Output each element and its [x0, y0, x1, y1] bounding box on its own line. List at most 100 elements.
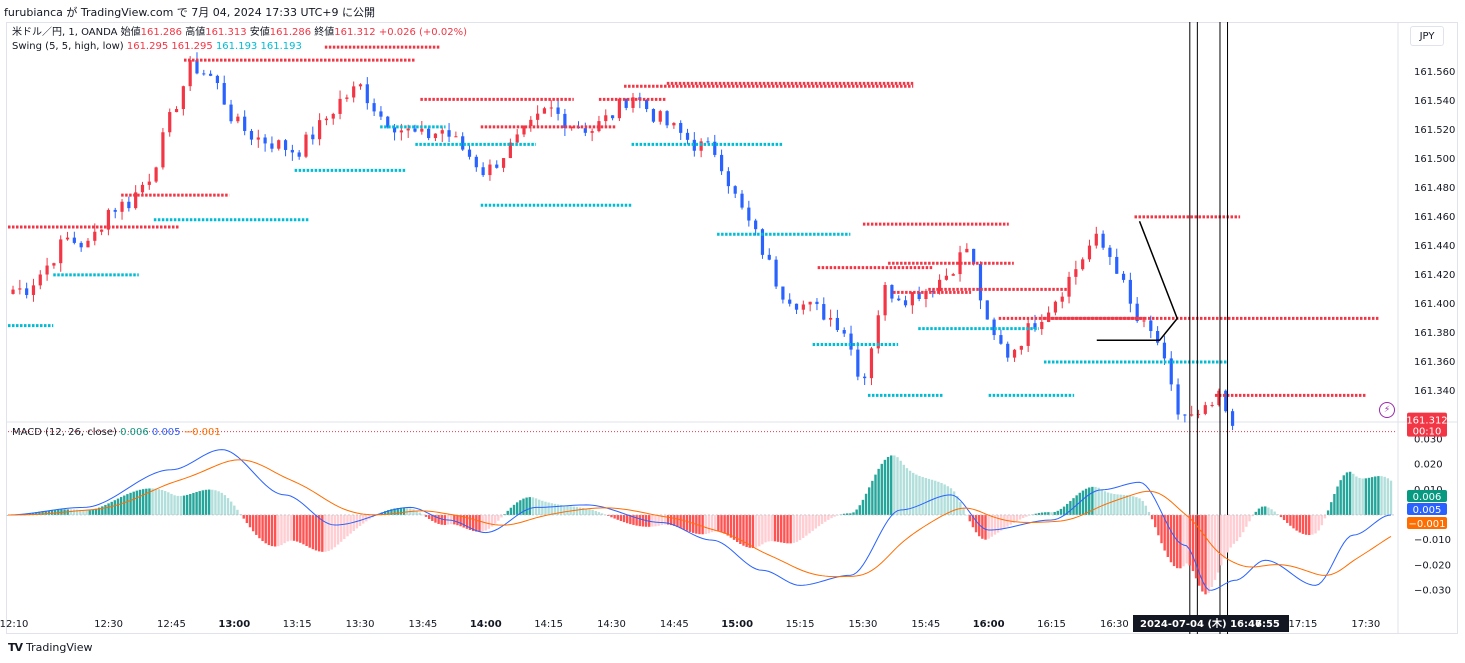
macd-histogram-bar	[896, 457, 899, 515]
macd-histogram-bar	[758, 514, 761, 547]
candle-body	[99, 229, 104, 232]
macd-histogram-bar	[622, 514, 626, 523]
time-tick-label: 12:10	[0, 619, 28, 630]
candle-body	[127, 201, 131, 209]
candle-body	[856, 349, 860, 377]
macd-histogram-bar	[528, 497, 531, 515]
time-tick-label: 14:30	[597, 619, 626, 630]
macd-histogram-bar	[908, 470, 912, 515]
macd-histogram-bar	[1135, 497, 1138, 515]
macd-histogram-bar	[1210, 514, 1214, 587]
macd-histogram-bar	[1273, 511, 1276, 515]
candle-body	[1087, 245, 1092, 260]
low-value: 161.286	[269, 27, 312, 38]
macd-histogram-bar	[79, 509, 82, 515]
candle-body	[461, 136, 465, 150]
macd-histogram-bar	[1088, 487, 1091, 515]
candle-body	[774, 259, 778, 287]
macd-histogram-bar	[497, 514, 500, 521]
macd-histogram-bar	[1025, 514, 1028, 517]
candle-body	[645, 99, 649, 110]
macd-histogram-bar	[619, 514, 623, 522]
macd-histogram-bar	[767, 514, 770, 542]
macd-histogram-bar	[877, 468, 880, 515]
candle-body	[93, 231, 97, 241]
macd-histogram-bar	[827, 514, 830, 520]
macd-histogram-bar	[682, 514, 685, 530]
macd-histogram-bar	[204, 489, 208, 515]
macd-histogram-bar	[912, 472, 915, 515]
macd-histogram-bar	[104, 504, 107, 515]
currency-button[interactable]: JPY	[1410, 26, 1444, 46]
macd-histogram-bar	[1232, 514, 1236, 544]
time-tick-label: 16:30	[1100, 619, 1129, 630]
candle-body	[767, 254, 771, 260]
macd-histogram-bar	[1022, 514, 1025, 519]
macd-histogram-bar	[1264, 506, 1267, 515]
macd-histogram-bar	[1380, 476, 1383, 515]
macd-histogram-bar	[714, 514, 717, 532]
price-tick-label: 161.340	[1414, 386, 1455, 397]
macd-histogram-bar	[1078, 492, 1082, 515]
candle-body	[869, 348, 874, 379]
candle-body	[1162, 342, 1167, 359]
price-tick-label: 161.380	[1414, 328, 1455, 339]
price-badge	[1407, 412, 1447, 437]
candle-body	[617, 98, 621, 119]
macd-histogram-bar	[585, 508, 588, 515]
candle-body	[1108, 247, 1112, 257]
candle-body	[992, 319, 996, 336]
macd-histogram-bar	[107, 503, 110, 515]
candle-body	[1196, 413, 1201, 415]
macd-histogram-bar	[534, 498, 538, 515]
candle-body	[794, 303, 799, 310]
macd-histogram-bar	[597, 512, 601, 515]
macd-histogram-bar	[1204, 514, 1207, 595]
macd-histogram-bar	[283, 514, 286, 544]
candle-body	[352, 86, 356, 98]
lightning-icon[interactable]: ⚡	[1379, 402, 1395, 418]
macd-badge-value: 0.005	[1413, 505, 1442, 516]
macd-tick-label: 0.030	[1414, 435, 1443, 446]
candle-body	[209, 73, 213, 76]
macd-histogram-bar	[424, 514, 428, 517]
macd-histogram-bar	[270, 514, 274, 547]
macd-histogram-bar	[220, 492, 223, 515]
candle-body	[631, 97, 635, 108]
candle-body	[311, 134, 315, 140]
macd-histogram-bar	[635, 514, 638, 526]
macd-histogram-bar	[280, 514, 283, 546]
macd-histogram-bar	[930, 479, 934, 515]
candle-body	[72, 237, 76, 243]
price-tick-label: 161.360	[1414, 357, 1455, 368]
macd-histogram-bar	[493, 514, 497, 524]
macd-histogram-bar	[641, 514, 645, 527]
macd-histogram-bar	[654, 514, 657, 527]
macd-histogram-bar	[1176, 514, 1179, 569]
macd-histogram-bar	[795, 514, 799, 542]
macd-histogram-bar	[685, 514, 689, 531]
macd-histogram-bar	[437, 514, 440, 524]
tradingview-logo-icon: TV	[8, 641, 23, 654]
macd-histogram-bar	[720, 514, 723, 533]
macd-histogram-bar	[176, 495, 179, 515]
macd-badge	[1407, 490, 1447, 502]
macd-histogram-bar	[211, 489, 214, 515]
candle-body	[331, 113, 335, 119]
candle-body	[937, 279, 942, 292]
macd-histogram-bar	[849, 513, 852, 515]
macd-histogram-bar	[1333, 493, 1336, 515]
candle-body	[863, 376, 867, 379]
macd-histogram-bar	[952, 491, 956, 515]
macd-histogram-bar	[776, 514, 780, 542]
macd-histogram-bar	[292, 514, 296, 541]
candle-body	[604, 115, 608, 122]
macd-histogram-bar	[553, 503, 557, 515]
macd-histogram-bar	[47, 510, 51, 515]
triangle-drawing[interactable]	[1096, 220, 1179, 341]
candle-body	[563, 113, 567, 129]
macd-histogram-bar	[1084, 488, 1088, 515]
candle-body	[897, 298, 901, 301]
macd-histogram-bar	[657, 514, 660, 526]
